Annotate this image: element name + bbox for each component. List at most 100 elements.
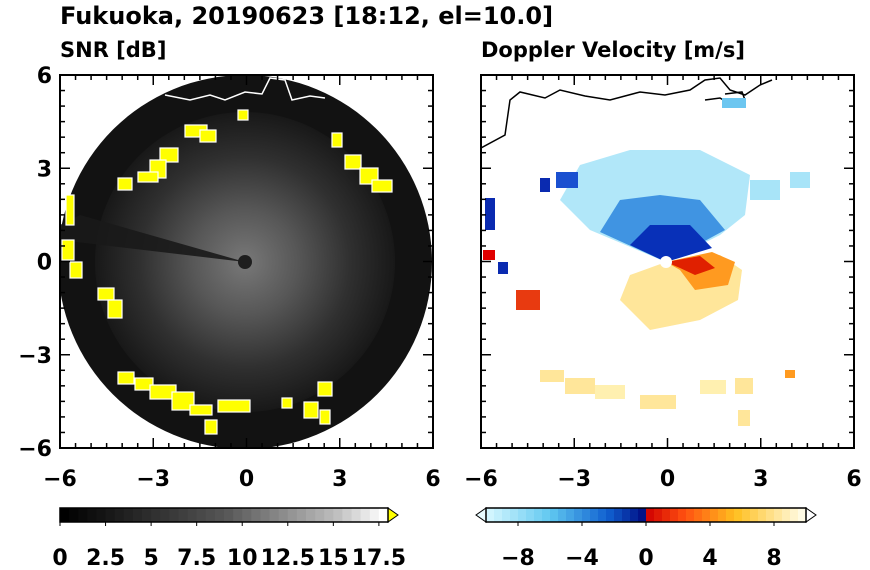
snr-echo bbox=[69, 261, 83, 279]
snr-colorbar-segment bbox=[105, 508, 116, 522]
doppler-echo bbox=[738, 410, 750, 426]
doppler-colorbar-segment bbox=[542, 508, 551, 522]
doppler-colorbar-segment bbox=[718, 508, 727, 522]
doppler-colorbar-segment bbox=[742, 508, 751, 522]
doppler-colorbar-segment bbox=[774, 508, 783, 522]
doppler-echo bbox=[750, 180, 780, 200]
doppler-colorbar-extend-max bbox=[805, 507, 817, 523]
doppler-neg-near bbox=[630, 225, 712, 262]
doppler-colorbar-segment bbox=[550, 508, 559, 522]
doppler-colorbar-segment bbox=[670, 508, 679, 522]
snr-colorbar-segment bbox=[187, 508, 198, 522]
snr-colorbar-segment bbox=[378, 508, 389, 522]
snr-echo bbox=[65, 194, 75, 226]
snr-echo bbox=[137, 171, 159, 183]
doppler-echo bbox=[640, 395, 676, 409]
doppler-colorbar-segment bbox=[622, 508, 631, 522]
snr-echo bbox=[97, 287, 115, 301]
doppler-colorbar-segment bbox=[646, 508, 655, 522]
axes: −6 −3 0 3 6 6 3 0 −3 −6 −6 −3 0 3 6 bbox=[18, 64, 861, 492]
doppler-echo bbox=[790, 172, 810, 188]
snr-colorbar-segment bbox=[214, 508, 225, 522]
snr-radar-center bbox=[238, 255, 252, 269]
snr-echo bbox=[371, 179, 393, 193]
snr-coastline bbox=[164, 77, 326, 101]
snr-colorbar-tick-label: 0 bbox=[52, 546, 67, 570]
doppler-echo bbox=[722, 98, 746, 108]
snr-colorbar-segment bbox=[132, 508, 143, 522]
doppler-panel-title: Doppler Velocity [m/s] bbox=[481, 38, 745, 62]
snr-colorbar-segment bbox=[306, 508, 316, 522]
doppler-colorbar-segment bbox=[766, 508, 775, 522]
snr-colorbar-frame bbox=[59, 507, 389, 523]
snr-colorbar-tick-label: 7.5 bbox=[177, 546, 216, 570]
doppler-colorbar-segment bbox=[566, 508, 575, 522]
snr-echo bbox=[159, 147, 179, 163]
snr-colorbar-segment bbox=[315, 508, 325, 522]
snr-colorbar-tick-label: 12.5 bbox=[261, 546, 315, 570]
snr-colorbar-segment bbox=[287, 508, 298, 522]
doppler-echo bbox=[516, 290, 540, 310]
doppler-colorbar-segment bbox=[750, 508, 759, 522]
snr-echo bbox=[189, 404, 213, 416]
snr-echo bbox=[107, 299, 123, 319]
snr-colorbar-segment bbox=[151, 508, 161, 522]
doppler-pos-near bbox=[666, 256, 715, 275]
doppler-colorbar-segment bbox=[662, 508, 671, 522]
snr-colorbar-segment bbox=[269, 508, 280, 522]
doppler-colorbar-segment bbox=[790, 508, 799, 522]
snr-colorbar-segment bbox=[69, 508, 79, 522]
snr-colorbar-segment bbox=[78, 508, 88, 522]
snr-colorbar-segment bbox=[224, 508, 234, 522]
doppler-colorbar-segment bbox=[494, 508, 503, 522]
doppler-echo bbox=[595, 385, 625, 399]
snr-echo bbox=[319, 409, 331, 425]
doppler-colorbar-tick-label: −8 bbox=[501, 546, 535, 570]
doppler-colorbar-segment bbox=[590, 508, 599, 522]
snr-colorbar-segment bbox=[87, 508, 97, 522]
snr-colorbar-segment bbox=[114, 508, 125, 522]
doppler-colorbar-segment bbox=[678, 508, 687, 522]
snr-y-tick-label: 6 bbox=[37, 64, 52, 89]
snr-echo bbox=[117, 177, 133, 191]
snr-colorbar-tick-label: 5 bbox=[143, 546, 158, 570]
snr-colorbar-tick-label: 2.5 bbox=[86, 546, 125, 570]
doppler-colorbar-segment bbox=[798, 508, 807, 522]
snr-colorbar-segment bbox=[123, 508, 134, 522]
doppler-colorbar-extend-min bbox=[475, 507, 487, 523]
doppler-x-tick-label: 6 bbox=[846, 467, 861, 492]
snr-x-tick-label: −6 bbox=[43, 467, 77, 492]
doppler-plot-area bbox=[481, 77, 810, 426]
snr-colorbar-segment bbox=[233, 508, 243, 522]
doppler-colorbar-segment bbox=[502, 508, 511, 522]
doppler-colorbar-segment bbox=[686, 508, 695, 522]
doppler-colorbar-segment bbox=[574, 508, 583, 522]
doppler-colorbar-segment bbox=[558, 508, 567, 522]
doppler-echo bbox=[485, 198, 495, 230]
doppler-colorbar-segment bbox=[606, 508, 615, 522]
snr-echo bbox=[331, 132, 343, 148]
snr-echo bbox=[199, 129, 217, 143]
snr-colorbar-segment bbox=[242, 508, 252, 522]
doppler-x-tick-label: 0 bbox=[660, 467, 675, 492]
snr-echo bbox=[237, 109, 249, 121]
doppler-colorbar-segment bbox=[702, 508, 711, 522]
snr-colorbar-segment bbox=[360, 508, 371, 522]
doppler-colorbar-tick-label: −4 bbox=[565, 546, 599, 570]
snr-colorbar-segment bbox=[278, 508, 289, 522]
snr-colorbar-segment bbox=[169, 508, 179, 522]
snr-colorbar-segment bbox=[351, 508, 362, 522]
doppler-echo bbox=[540, 178, 550, 192]
doppler-scattered-echoes bbox=[483, 98, 810, 426]
doppler-colorbar-segment bbox=[726, 508, 735, 522]
doppler-x-tick-label: 3 bbox=[753, 467, 768, 492]
doppler-radar-center bbox=[660, 256, 672, 268]
snr-colorbar-segment bbox=[251, 508, 261, 522]
doppler-echo bbox=[556, 172, 578, 188]
doppler-colorbar-segment bbox=[734, 508, 743, 522]
snr-echo bbox=[204, 419, 218, 435]
snr-x-tick-label: 6 bbox=[425, 467, 440, 492]
doppler-colorbar: −8 −4 0 4 8 bbox=[475, 507, 817, 570]
snr-echo bbox=[61, 239, 75, 261]
snr-y-tick-label: 0 bbox=[37, 251, 52, 276]
